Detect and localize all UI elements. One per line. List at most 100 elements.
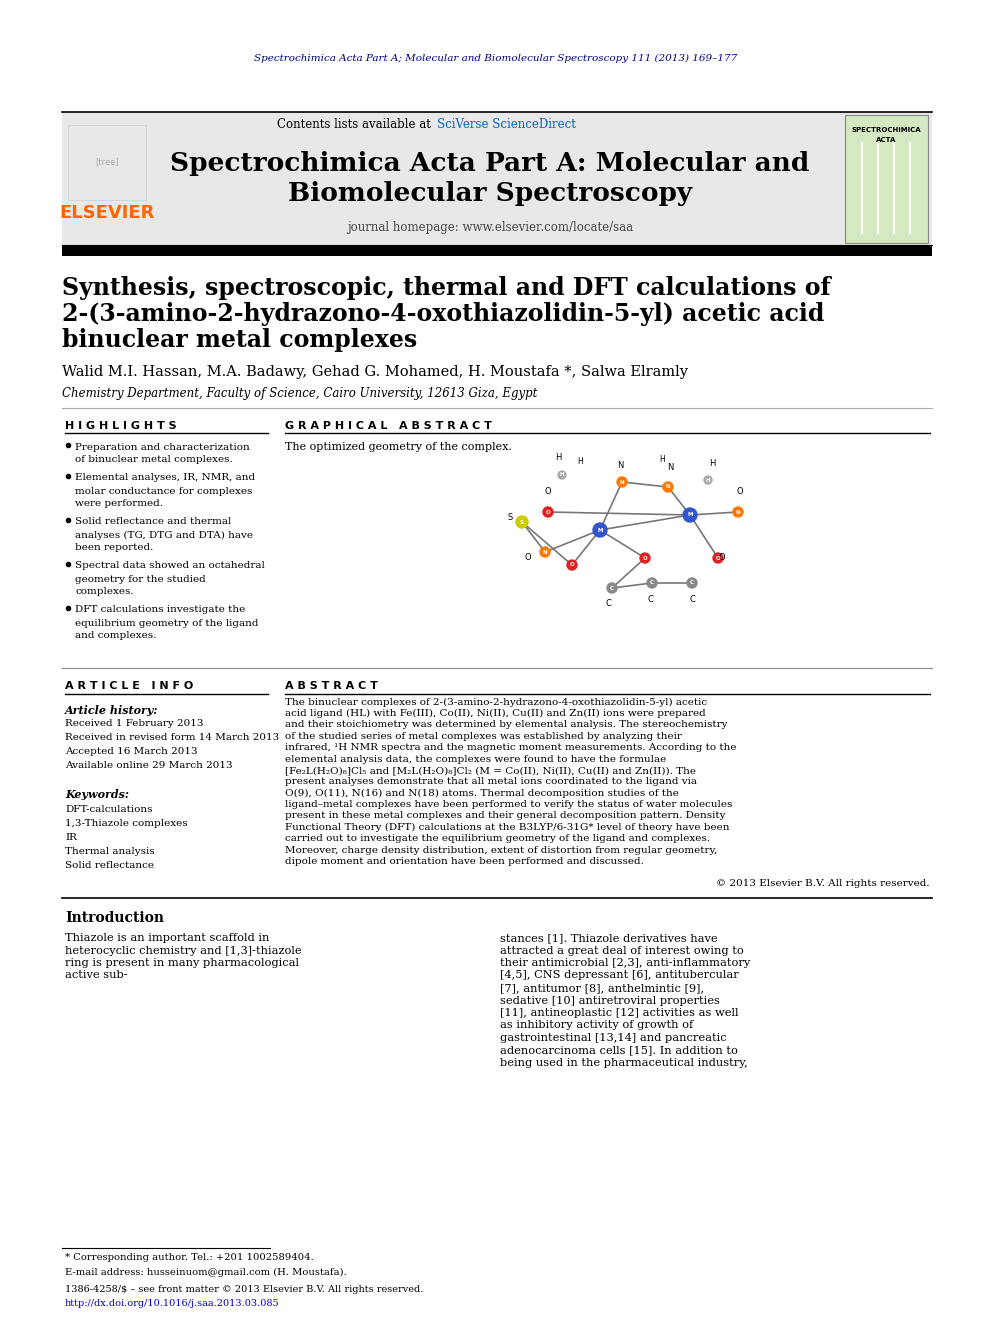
Text: SPECTROCHIMICA: SPECTROCHIMICA xyxy=(851,127,921,134)
Text: Synthesis, spectroscopic, thermal and DFT calculations of: Synthesis, spectroscopic, thermal and DF… xyxy=(62,277,830,300)
Circle shape xyxy=(704,476,712,484)
Circle shape xyxy=(683,508,697,523)
Text: Thermal analysis: Thermal analysis xyxy=(65,848,155,856)
Text: S: S xyxy=(520,520,524,524)
Text: Available online 29 March 2013: Available online 29 March 2013 xyxy=(65,762,233,770)
Text: M: M xyxy=(597,528,603,532)
Text: G R A P H I C A L   A B S T R A C T: G R A P H I C A L A B S T R A C T xyxy=(285,421,492,431)
Circle shape xyxy=(593,523,607,537)
Text: C: C xyxy=(650,581,654,586)
Text: of binuclear metal complexes.: of binuclear metal complexes. xyxy=(75,455,233,464)
Text: N: N xyxy=(666,484,671,490)
Circle shape xyxy=(713,553,723,564)
Text: C: C xyxy=(690,581,694,586)
Text: Spectral data showed an octahedral: Spectral data showed an octahedral xyxy=(75,561,265,570)
Circle shape xyxy=(516,516,528,528)
Text: H: H xyxy=(705,478,710,483)
Text: E-mail address: husseinuom@gmail.com (H. Moustafa).: E-mail address: husseinuom@gmail.com (H.… xyxy=(65,1267,347,1277)
Text: IR: IR xyxy=(65,833,76,843)
Text: Contents lists available at: Contents lists available at xyxy=(278,118,435,131)
Text: equilibrium geometry of the ligand: equilibrium geometry of the ligand xyxy=(75,618,259,627)
Text: ring is present in many pharmacological: ring is present in many pharmacological xyxy=(65,958,299,968)
Text: been reported.: been reported. xyxy=(75,544,154,553)
Text: C: C xyxy=(605,599,611,609)
Text: Preparation and characterization: Preparation and characterization xyxy=(75,442,250,451)
Text: O: O xyxy=(718,553,725,562)
Text: H: H xyxy=(709,459,715,468)
Text: A R T I C L E   I N F O: A R T I C L E I N F O xyxy=(65,681,193,691)
Text: journal homepage: www.elsevier.com/locate/saa: journal homepage: www.elsevier.com/locat… xyxy=(347,221,633,233)
Bar xyxy=(845,115,928,243)
Text: attracted a great deal of interest owing to: attracted a great deal of interest owing… xyxy=(500,946,744,955)
Text: complexes.: complexes. xyxy=(75,587,134,597)
Circle shape xyxy=(558,471,566,479)
Circle shape xyxy=(617,478,627,487)
Text: ligand–metal complexes have been performed to verify the status of water molecul: ligand–metal complexes have been perform… xyxy=(285,800,732,810)
Text: H: H xyxy=(555,454,561,463)
Text: their antimicrobial [2,3], anti-inflammatory: their antimicrobial [2,3], anti-inflamma… xyxy=(500,958,750,968)
Text: Elemental analyses, IR, NMR, and: Elemental analyses, IR, NMR, and xyxy=(75,474,255,483)
Text: H: H xyxy=(577,458,583,467)
Text: molar conductance for complexes: molar conductance for complexes xyxy=(75,487,252,496)
Text: Introduction: Introduction xyxy=(65,912,164,925)
Text: elemental analysis data, the complexes were found to have the formulae: elemental analysis data, the complexes w… xyxy=(285,754,667,763)
Circle shape xyxy=(733,507,743,517)
Text: O: O xyxy=(545,487,552,496)
Text: [7], antitumor [8], anthelmintic [9],: [7], antitumor [8], anthelmintic [9], xyxy=(500,983,704,994)
Text: and complexes.: and complexes. xyxy=(75,631,157,640)
Text: Accepted 16 March 2013: Accepted 16 March 2013 xyxy=(65,747,197,757)
Text: M: M xyxy=(687,512,692,517)
Text: [Fe₂L(H₂O)₈]Cl₅ and [M₂L(H₂O)₈]Cl₂ (M = Co(II), Ni(II), Cu(II) and Zn(II)). The: [Fe₂L(H₂O)₈]Cl₅ and [M₂L(H₂O)₈]Cl₂ (M = … xyxy=(285,766,696,775)
Text: O: O xyxy=(737,487,743,496)
Text: The optimized geometry of the complex.: The optimized geometry of the complex. xyxy=(285,442,512,452)
Text: DFT-calculations: DFT-calculations xyxy=(65,806,153,815)
Text: analyses (TG, DTG and DTA) have: analyses (TG, DTG and DTA) have xyxy=(75,531,253,540)
Text: sedative [10] antiretroviral properties: sedative [10] antiretroviral properties xyxy=(500,995,720,1005)
Text: carried out to investigate the equilibrium geometry of the ligand and complexes.: carried out to investigate the equilibri… xyxy=(285,835,710,843)
Circle shape xyxy=(607,583,617,593)
Text: present in these metal complexes and their general decomposition pattern. Densit: present in these metal complexes and the… xyxy=(285,811,725,820)
Text: Solid reflectance and thermal: Solid reflectance and thermal xyxy=(75,517,231,527)
Text: N: N xyxy=(736,509,740,515)
Text: A B S T R A C T: A B S T R A C T xyxy=(285,681,378,691)
Text: N: N xyxy=(543,549,548,554)
Bar xyxy=(62,245,932,255)
Text: Functional Theory (DFT) calculations at the B3LYP/6-31G* level of theory have be: Functional Theory (DFT) calculations at … xyxy=(285,823,729,832)
Text: and their stoichiometry was determined by elemental analysis. The stereochemistr: and their stoichiometry was determined b… xyxy=(285,720,727,729)
Text: ACTA: ACTA xyxy=(876,138,896,143)
Text: present analyses demonstrate that all metal ions coordinated to the ligand via: present analyses demonstrate that all me… xyxy=(285,778,697,786)
Text: ELSEVIER: ELSEVIER xyxy=(60,204,155,222)
Text: gastrointestinal [13,14] and pancreatic: gastrointestinal [13,14] and pancreatic xyxy=(500,1033,726,1043)
Circle shape xyxy=(647,578,657,587)
Text: 1386-4258/$ – see front matter © 2013 Elsevier B.V. All rights reserved.: 1386-4258/$ – see front matter © 2013 El… xyxy=(65,1286,424,1294)
Text: H: H xyxy=(559,472,564,478)
Text: Keywords:: Keywords: xyxy=(65,790,129,800)
Text: N: N xyxy=(667,463,674,472)
Text: Solid reflectance: Solid reflectance xyxy=(65,861,154,871)
Text: H: H xyxy=(659,455,665,464)
Text: 2-(3-amino-2-hydrazono-4-oxothiazolidin-5-yl) acetic acid: 2-(3-amino-2-hydrazono-4-oxothiazolidin-… xyxy=(62,302,824,325)
Text: [11], antineoplastic [12] activities as well: [11], antineoplastic [12] activities as … xyxy=(500,1008,738,1017)
Text: N: N xyxy=(617,460,623,470)
Circle shape xyxy=(567,560,577,570)
Text: binuclear metal complexes: binuclear metal complexes xyxy=(62,328,418,352)
Text: Biomolecular Spectroscopy: Biomolecular Spectroscopy xyxy=(288,180,692,205)
Text: O: O xyxy=(525,553,532,562)
Text: Walid M.I. Hassan, M.A. Badawy, Gehad G. Mohamed, H. Moustafa *, Salwa Elramly: Walid M.I. Hassan, M.A. Badawy, Gehad G.… xyxy=(62,365,688,378)
Text: O: O xyxy=(715,556,720,561)
Text: Moreover, charge density distribution, extent of distortion from regular geometr: Moreover, charge density distribution, e… xyxy=(285,845,717,855)
Text: DFT calculations investigate the: DFT calculations investigate the xyxy=(75,606,245,614)
Bar xyxy=(68,124,146,200)
Text: geometry for the studied: geometry for the studied xyxy=(75,574,205,583)
Circle shape xyxy=(543,507,553,517)
Circle shape xyxy=(687,578,697,587)
Bar xyxy=(62,112,932,245)
Text: Chemistry Department, Faculty of Science, Cairo University, 12613 Giza, Egypt: Chemistry Department, Faculty of Science… xyxy=(62,386,538,400)
Text: adenocarcinoma cells [15]. In addition to: adenocarcinoma cells [15]. In addition t… xyxy=(500,1045,738,1056)
Circle shape xyxy=(540,546,550,557)
Text: being used in the pharmaceutical industry,: being used in the pharmaceutical industr… xyxy=(500,1058,748,1068)
Text: N: N xyxy=(620,479,624,484)
Text: stances [1]. Thiazole derivatives have: stances [1]. Thiazole derivatives have xyxy=(500,933,717,943)
Text: * Corresponding author. Tel.: +201 1002589404.: * Corresponding author. Tel.: +201 10025… xyxy=(65,1253,313,1262)
Text: SciVerse ScienceDirect: SciVerse ScienceDirect xyxy=(437,118,576,131)
